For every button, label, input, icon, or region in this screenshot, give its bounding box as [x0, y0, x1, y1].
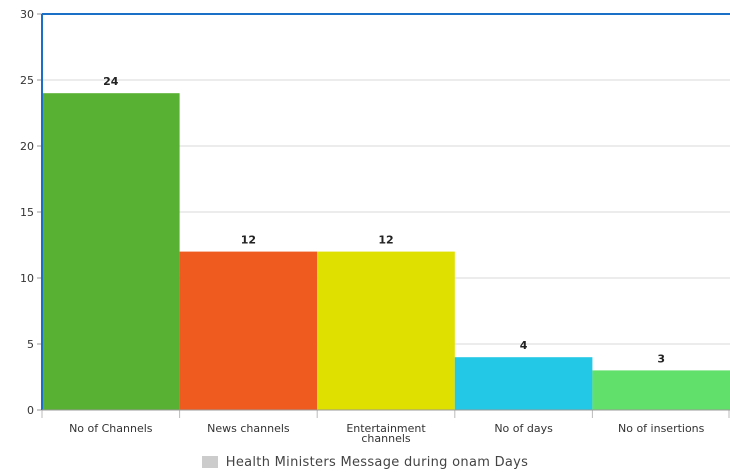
- legend: Health Ministers Message during onam Day…: [0, 452, 730, 472]
- x-tick-label: News channels: [207, 422, 290, 435]
- y-tick-label: 20: [20, 140, 34, 153]
- legend-label: Health Ministers Message during onam Day…: [225, 454, 529, 470]
- chart-plot: 0 5 10 15 20 25 30 24 No of Channels 12 News chann…: [20, 8, 730, 445]
- y-tick-label: 15: [20, 206, 34, 219]
- data-label: 12: [378, 234, 393, 247]
- y-tick-label: 30: [20, 8, 34, 21]
- x-tick-label: No of days: [494, 422, 553, 435]
- bar: [592, 370, 730, 410]
- data-label: 12: [241, 234, 256, 247]
- data-label: 24: [103, 75, 119, 88]
- y-tick-label: 10: [20, 272, 34, 285]
- y-tick-label: 25: [20, 74, 34, 87]
- data-label: 3: [657, 352, 665, 365]
- y-tick-label: 5: [27, 338, 34, 351]
- bar: [317, 251, 455, 410]
- data-label: 4: [520, 339, 528, 352]
- x-tick-label: No of Channels: [69, 422, 153, 435]
- x-tick-label: Entertainment channels: [346, 422, 426, 445]
- x-tick-label: No of insertions: [618, 422, 705, 435]
- y-tick-label: 0: [27, 404, 34, 417]
- legend-swatch: [201, 456, 218, 468]
- bar: [179, 251, 318, 410]
- bar: [454, 357, 593, 410]
- bar: [42, 93, 180, 410]
